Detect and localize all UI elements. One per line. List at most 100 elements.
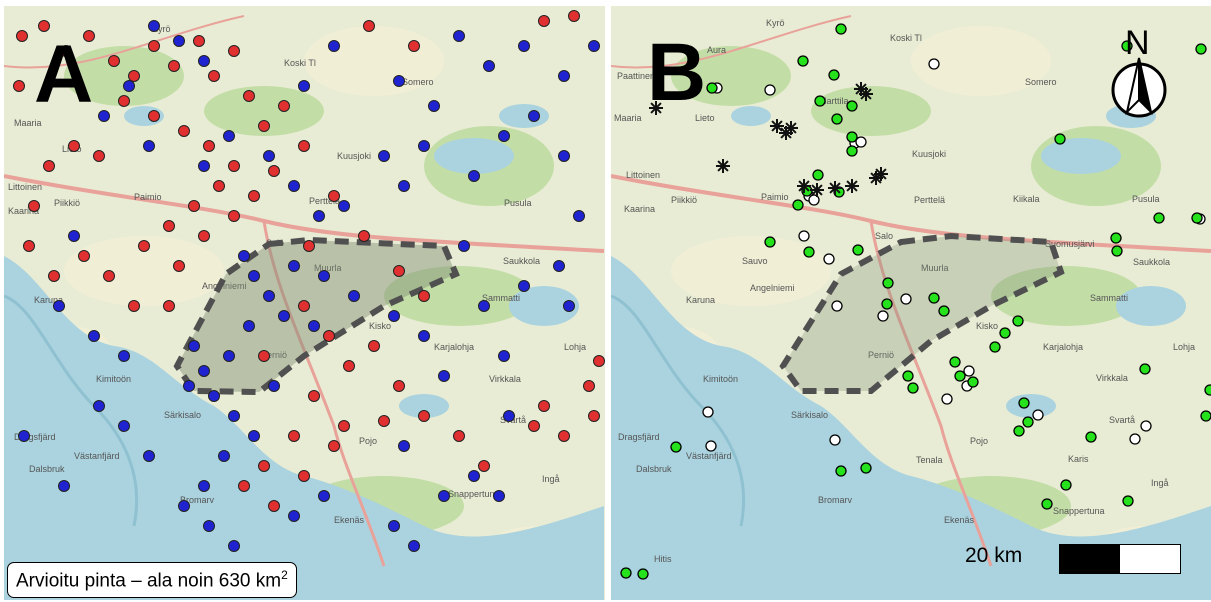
observation-red-dot [228, 45, 240, 57]
observation-red-dot [16, 30, 28, 42]
observation-red-dot [193, 35, 205, 47]
observation-blue-dot [393, 75, 405, 87]
observation-blue-dot [388, 520, 400, 532]
study-area-outline [779, 232, 1065, 394]
observation-green-dot [814, 95, 826, 107]
observation-green-dot [881, 298, 893, 310]
observation-blue-dot [468, 470, 480, 482]
observation-blue-dot [498, 350, 510, 362]
north-arrow-icon: N [1108, 24, 1170, 124]
place-label: Snappertuna [1053, 506, 1105, 516]
observation-green-dot [1122, 495, 1134, 507]
observation-green-dot [852, 244, 864, 256]
place-label: Kiikala [1013, 194, 1040, 204]
place-label: Karjalohja [1043, 342, 1083, 352]
observation-red-dot [78, 250, 90, 262]
observation-blue-dot [528, 110, 540, 122]
observation-red-dot [228, 210, 240, 222]
place-label: Angelniemi [750, 283, 795, 293]
observation-green-dot [967, 376, 979, 388]
place-label: Lohja [564, 342, 586, 352]
observation-blue-dot [518, 280, 530, 292]
observation-blue-dot [278, 310, 290, 322]
asterisk-stroke [846, 180, 858, 192]
observation-blue-dot [288, 510, 300, 522]
study-area-outline [173, 236, 460, 396]
observation-blue-dot [518, 40, 530, 52]
area-unit-exponent: 2 [281, 567, 288, 582]
observation-blue-dot [558, 70, 570, 82]
observation-white-dot [1129, 433, 1141, 445]
scale-bar-label: 20 km [965, 544, 1023, 567]
observation-blue-dot [203, 520, 215, 532]
observation-red-dot [258, 460, 270, 472]
observation-red-dot [163, 220, 175, 232]
map-panel-b: Kyrö Aura Koski Tl Somero Paattinen Maaria Lie… [611, 6, 1211, 600]
observation-red-dot [538, 400, 550, 412]
road [262, 220, 386, 567]
place-label: Dalsbruk [636, 464, 672, 474]
observation-blue-dot [143, 140, 155, 152]
place-label: Paimio [134, 192, 162, 202]
observation-blue-dot [198, 365, 210, 377]
observation-blue-dot [98, 110, 110, 122]
asterisk-stroke [717, 160, 729, 172]
observation-blue-dot [313, 210, 325, 222]
observation-blue-dot [18, 430, 30, 442]
observation-white-dot [705, 440, 717, 452]
place-label: Somero [402, 77, 434, 87]
observation-blue-dot [143, 450, 155, 462]
observation-red-dot [228, 160, 240, 172]
place-label: Saukkola [1133, 257, 1170, 267]
observation-green-dot [882, 277, 894, 289]
observation-red-dot [343, 360, 355, 372]
observation-white-dot [928, 58, 940, 70]
observation-green-dot [1111, 245, 1123, 257]
observation-red-dot [203, 140, 215, 152]
place-label: Koski Tl [890, 33, 922, 43]
observation-blue-dot [338, 200, 350, 212]
observation-green-dot [1110, 232, 1122, 244]
asterisk-stroke [860, 88, 872, 100]
place-label: Lohja [1173, 342, 1195, 352]
place-label: Pusula [504, 198, 532, 208]
observation-blue-dot [318, 490, 330, 502]
lake [434, 138, 514, 174]
terrain-patch [204, 86, 324, 136]
observation-white-dot [808, 194, 820, 206]
observation-blue-dot [243, 320, 255, 332]
place-label: Kuusjoki [912, 149, 946, 159]
observation-blue-dot [268, 380, 280, 392]
observation-blue-dot [418, 140, 430, 152]
place-label: Maaria [14, 118, 42, 128]
observation-blue-dot [238, 250, 250, 262]
observation-white-dot [829, 434, 841, 446]
observation-green-dot [828, 69, 840, 81]
observation-red-dot [298, 300, 310, 312]
observation-blue-dot [468, 170, 480, 182]
observation-red-dot [363, 20, 375, 32]
observation-blue-dot [178, 500, 190, 512]
place-label: Karuna [34, 295, 63, 305]
observation-red-dot [288, 430, 300, 442]
observation-red-dot [43, 160, 55, 172]
asterisk-icon [770, 119, 784, 133]
lake [1006, 394, 1056, 418]
observation-green-dot [1204, 384, 1211, 396]
observation-red-dot [83, 30, 95, 42]
observation-red-dot [308, 390, 320, 402]
asterisk-stroke [855, 83, 867, 95]
observation-red-dot [23, 240, 35, 252]
asterisk-stroke [875, 168, 887, 180]
observation-blue-dot [553, 260, 565, 272]
scale-bar [1059, 544, 1181, 574]
observation-red-dot [28, 200, 40, 212]
road [611, 15, 852, 69]
observation-blue-dot [573, 210, 585, 222]
observation-blue-dot [93, 400, 105, 412]
observation-red-dot [278, 100, 290, 112]
observation-red-dot [258, 120, 270, 132]
observation-blue-dot [328, 40, 340, 52]
observation-blue-dot [308, 320, 320, 332]
